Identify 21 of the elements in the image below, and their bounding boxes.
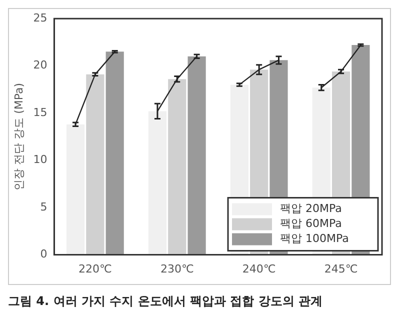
x-tick-label: 220℃	[78, 262, 112, 276]
y-tick-label: 5	[40, 200, 48, 214]
caption: 그림 4. 여러 가지 수지 온도에서 팩압과 접합 강도의 관계	[8, 293, 324, 310]
y-tick-label: 20	[33, 58, 48, 72]
y-axis-title: 인장 전단 강도 (MPa)	[12, 82, 26, 190]
bar	[148, 111, 167, 255]
legend-label: 팩압 20MPa	[280, 202, 342, 216]
y-tick-label: 0	[40, 248, 48, 261]
bar	[86, 74, 104, 255]
legend-label: 팩압 60MPa	[280, 217, 342, 230]
y-tick-label: 10	[33, 153, 48, 166]
x-tick-label: 240℃	[242, 262, 276, 276]
bar	[168, 79, 186, 255]
legend-label: 팩압 100MPa	[280, 232, 349, 246]
bar	[66, 124, 85, 255]
bar	[106, 52, 124, 255]
bar	[188, 56, 206, 255]
x-tick-label: 230℃	[160, 262, 194, 276]
x-tick-label: 245℃	[324, 262, 358, 276]
y-tick-label: 15	[33, 106, 48, 119]
y-tick-label: 25	[33, 11, 48, 24]
